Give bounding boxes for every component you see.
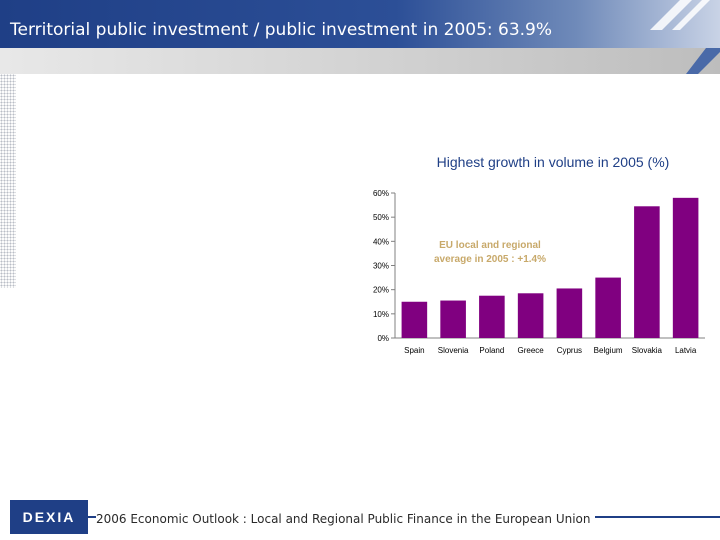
x-tick-label: Cyprus <box>557 346 582 355</box>
bar-greece <box>517 293 544 338</box>
footer-text: 2006 Economic Outlook : Local and Region… <box>96 512 595 526</box>
y-tick-label: 50% <box>373 213 389 222</box>
y-tick-label: 20% <box>373 286 389 295</box>
x-tick-label: Greece <box>518 346 545 355</box>
bar-latvia <box>672 197 699 338</box>
y-tick-label: 40% <box>373 237 389 246</box>
y-tick-label: 60% <box>373 189 389 198</box>
subtitle-bar <box>0 48 720 74</box>
x-tick-label: Latvia <box>675 346 697 355</box>
bar-poland <box>479 295 505 338</box>
y-tick-label: 30% <box>373 262 389 271</box>
y-tick-label: 0% <box>377 334 389 343</box>
bar-belgium <box>595 277 621 338</box>
bar-cyprus <box>556 288 583 338</box>
bar-slovenia <box>440 300 466 338</box>
title-bar: Territorial public investment / public i… <box>0 0 720 48</box>
x-tick-label: Spain <box>404 346 424 355</box>
x-tick-label: Poland <box>479 346 504 355</box>
y-tick-label: 10% <box>373 310 389 319</box>
corner-stripes-decoration <box>650 0 710 30</box>
bar-spain <box>401 301 428 338</box>
x-tick-label: Slovakia <box>632 346 663 355</box>
chart-title: Highest growth in volume in 2005 (%) <box>436 154 670 170</box>
annotation-line-1: EU local and regional <box>439 240 541 251</box>
page-title: Territorial public investment / public i… <box>10 20 553 40</box>
annotation-line-2: average in 2005 : +1.4% <box>434 254 546 265</box>
x-tick-label: Slovenia <box>438 346 469 355</box>
annotation-box <box>425 236 555 266</box>
corner-stripe-decoration <box>686 48 720 74</box>
bar-slovakia <box>634 206 660 338</box>
dot-pattern-decoration <box>0 74 16 288</box>
x-tick-label: Belgium <box>594 346 623 355</box>
dexia-logo: DEXIA <box>10 500 88 534</box>
